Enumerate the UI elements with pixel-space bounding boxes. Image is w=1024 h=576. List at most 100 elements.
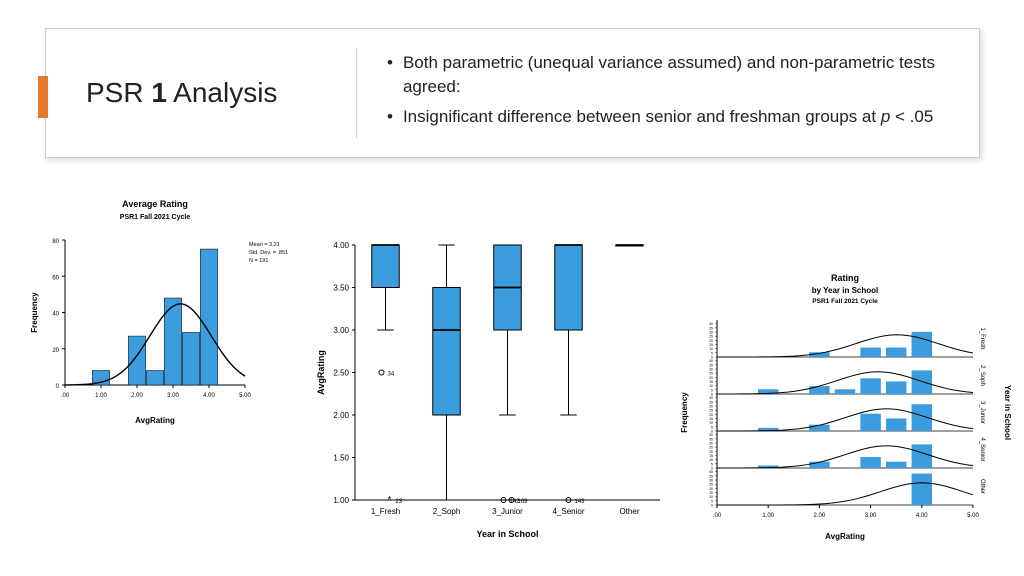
svg-text:34: 34 [388,372,395,378]
bullet-2-text: Insignificant difference between senior … [403,105,933,129]
svg-text:10: 10 [709,458,713,462]
svg-text:10: 10 [709,347,713,351]
title-area: PSR 1 Analysis [46,77,356,109]
svg-text:25: 25 [709,372,713,376]
svg-text:0: 0 [56,384,60,390]
bullet-dot: • [387,105,393,129]
charts-area: Average Rating PSR1 Fall 2021 Cycle Mean =… [25,185,1005,565]
svg-text:20: 20 [52,348,59,354]
svg-text:10: 10 [709,421,713,425]
svg-text:Std. Dev. = .851: Std. Dev. = .851 [249,250,288,256]
svg-text:5: 5 [711,499,713,503]
svg-text:15: 15 [709,454,713,458]
svg-text:Average Rating: Average Rating [122,199,188,209]
page-title: PSR 1 Analysis [86,77,356,109]
b2b: < .05 [890,107,933,126]
svg-text:23: 23 [396,499,403,505]
svg-text:4_Senior: 4_Senior [552,507,584,516]
svg-text:by Year in School: by Year in School [812,286,879,295]
svg-text:Mean = 3.21: Mean = 3.21 [249,242,280,248]
svg-text:35: 35 [709,437,713,441]
svg-text:30: 30 [709,405,713,409]
svg-text:Frequency: Frequency [680,392,689,433]
svg-text:35: 35 [709,474,713,478]
boxplot-chart: 1.001.502.002.503.003.504.001_Fresh2_Sop… [310,235,670,545]
svg-text:2_Soph: 2_Soph [979,365,985,386]
svg-text:40: 40 [709,322,713,326]
svg-text:2_Soph: 2_Soph [433,507,461,516]
title-bold: 1 [151,77,167,108]
svg-text:40: 40 [709,396,713,400]
svg-text:10: 10 [709,495,713,499]
svg-text:30: 30 [709,442,713,446]
svg-text:40: 40 [52,312,59,318]
svg-text:35: 35 [709,326,713,330]
svg-text:Year in School: Year in School [1003,385,1012,440]
svg-text:2.00: 2.00 [814,513,826,519]
svg-text:.00: .00 [713,513,722,519]
svg-text:40: 40 [709,470,713,474]
svg-text:4_Senior: 4_Senior [979,437,985,461]
svg-text:15: 15 [709,491,713,495]
svg-text:5: 5 [711,388,713,392]
svg-text:4.00: 4.00 [916,513,928,519]
svg-text:80: 80 [52,239,59,245]
svg-text:5: 5 [711,462,713,466]
svg-text:5.00: 5.00 [239,393,251,399]
svg-text:0: 0 [711,504,713,508]
svg-text:60: 60 [52,275,59,281]
svg-text:AvgRating: AvgRating [316,350,326,395]
svg-text:40: 40 [709,433,713,437]
svg-text:3.50: 3.50 [333,284,349,293]
svg-text:25: 25 [709,335,713,339]
svg-text:3.00: 3.00 [333,326,349,335]
bullet-2: • Insignificant difference between senio… [387,105,949,129]
svg-text:25: 25 [709,483,713,487]
svg-text:35: 35 [709,363,713,367]
accent-bar [38,76,48,118]
svg-text:35: 35 [709,400,713,404]
svg-text:5: 5 [711,425,713,429]
svg-text:PSR1 Fall 2021 Cycle: PSR1 Fall 2021 Cycle [120,214,191,221]
bullets: • Both parametric (unequal variance assu… [357,41,979,144]
svg-text:Year in School: Year in School [476,529,538,539]
svg-text:4.00: 4.00 [203,393,215,399]
svg-text:10: 10 [709,384,713,388]
svg-text:15: 15 [709,343,713,347]
svg-text:Other: Other [979,479,985,494]
svg-text:Frequency: Frequency [30,292,39,333]
svg-text:Other: Other [619,507,639,516]
svg-text:30: 30 [709,479,713,483]
svg-text:15: 15 [709,417,713,421]
svg-text:143: 143 [575,499,586,505]
svg-text:AvgRating: AvgRating [135,416,175,425]
bullet-dot: • [387,51,393,99]
svg-text:1.50: 1.50 [333,454,349,463]
svg-text:20: 20 [709,487,713,491]
svg-text:20: 20 [709,413,713,417]
svg-text:2.50: 2.50 [333,369,349,378]
svg-text:AvgRating: AvgRating [825,532,865,541]
svg-text:3.00: 3.00 [865,513,877,519]
panel-chart: Ratingby Year in SchoolPSR1 Fall 2021 Cy… [675,265,1015,545]
histogram-chart: Average Rating PSR1 Fall 2021 Cycle Mean =… [25,195,305,435]
svg-text:3_Junior: 3_Junior [979,401,985,424]
bullet-1: • Both parametric (unequal variance assu… [387,51,949,99]
svg-text:25: 25 [709,409,713,413]
svg-text:5.00: 5.00 [967,513,979,519]
svg-text:25: 25 [709,446,713,450]
header-card: PSR 1 Analysis • Both parametric (unequa… [45,28,980,158]
svg-text:30: 30 [709,368,713,372]
b2a: Insignificant difference between senior … [403,107,881,126]
svg-text:.00: .00 [61,393,70,399]
svg-text:N = 191: N = 191 [249,258,268,264]
svg-text:*: * [388,495,392,506]
title-suffix: Analysis [167,77,278,108]
svg-text:2.00: 2.00 [333,411,349,420]
svg-text:1.00: 1.00 [762,513,774,519]
svg-text:30: 30 [709,331,713,335]
svg-text:2.00: 2.00 [131,393,143,399]
svg-text:1.00: 1.00 [333,496,349,505]
title-prefix: PSR [86,77,151,108]
svg-text:1_Fresh: 1_Fresh [979,327,985,349]
